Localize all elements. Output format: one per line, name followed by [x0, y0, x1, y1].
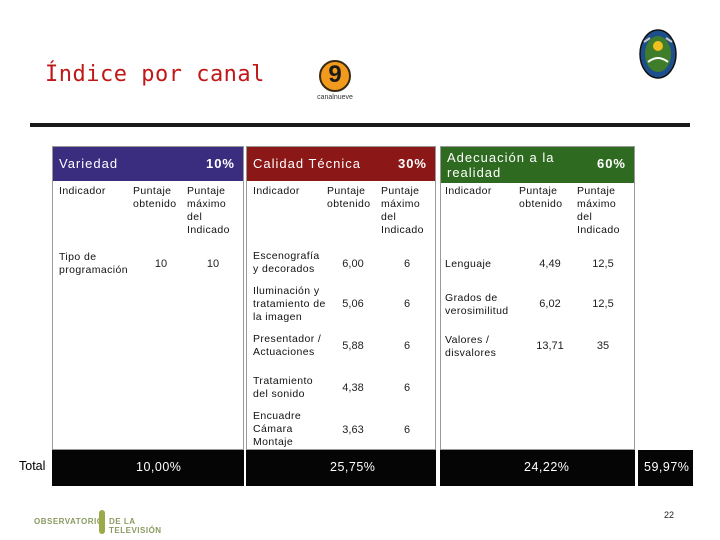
total-cell-adecuacion: 24,22% [440, 450, 635, 486]
card-weight: 10% [205, 156, 235, 171]
col-header-indicator: Indicador [445, 185, 492, 197]
card-weight: 60% [596, 156, 626, 171]
total-cell-calidad: 25,75% [246, 450, 436, 486]
page-number: 22 [664, 510, 675, 520]
logo-number: 9 [328, 61, 342, 88]
col-header-max: Puntaje máximo del Indicado [577, 185, 620, 236]
page-title: Índice por canal [45, 62, 265, 87]
row-indicator: Iluminación y tratamiento de la imagen [253, 285, 326, 323]
col-header-indicator: Indicador [253, 185, 300, 197]
row-max: 10 [206, 258, 220, 270]
logo-circle [319, 60, 351, 92]
row-obtained: 13,71 [536, 340, 564, 352]
row-max: 12,5 [592, 298, 614, 310]
card-variedad: Variedad 10% Indicador Puntaje obtenido … [52, 146, 244, 450]
total-cell-variedad: 10,00% [52, 450, 244, 486]
logo-text-left: OBSERVATORIO [34, 517, 104, 526]
row-obtained: 5,06 [342, 298, 364, 310]
col-header-indicator: Indicador [59, 185, 106, 197]
logo-bar-icon [99, 510, 105, 534]
col-header-max: Puntaje máximo del Indicado [381, 185, 424, 236]
card-header: Adecuación a la realidad 60% [441, 147, 634, 183]
row-obtained: 5,88 [342, 340, 364, 352]
row-obtained: 4,49 [539, 258, 561, 270]
header-divider [30, 123, 690, 127]
row-max: 35 [596, 340, 610, 352]
row-indicator: Escenografía y decorados [253, 250, 320, 275]
row-indicator: Tratamiento del sonido [253, 375, 314, 400]
row-max: 12,5 [592, 258, 614, 270]
row-indicator: Lenguaje [445, 258, 492, 270]
total-value: 10,00% [136, 460, 182, 474]
row-indicator: Tipo de programación [59, 251, 128, 276]
row-indicator: Valores / disvalores [445, 334, 497, 359]
total-value: 25,75% [330, 460, 376, 474]
row-max: 6 [403, 424, 411, 436]
row-max: 6 [403, 258, 411, 270]
province-seal-icon [639, 29, 677, 79]
card-title: Adecuación a la realidad [447, 150, 555, 180]
card-header: Calidad Técnica 30% [247, 147, 435, 181]
total-value: 24,22% [524, 460, 570, 474]
row-obtained: 10 [154, 258, 168, 270]
col-header-obtained: Puntaje obtenido [519, 185, 563, 210]
card-title: Variedad [59, 156, 119, 171]
grand-total-cell: 59,97% [638, 450, 693, 486]
card-header: Variedad 10% [53, 147, 243, 181]
col-header-obtained: Puntaje obtenido [327, 185, 371, 210]
logo-caption: canalnueve [317, 94, 353, 101]
card-weight: 30% [397, 156, 427, 171]
total-label: Total [17, 459, 48, 473]
row-obtained: 3,63 [342, 424, 364, 436]
logo-text-right: DE LA TELEVISIÓN [109, 517, 162, 535]
channel-9-logo: 9 canalnueve [313, 60, 357, 106]
card-calidad-tecnica: Calidad Técnica 30% Indicador Puntaje ob… [246, 146, 436, 450]
row-max: 6 [403, 382, 411, 394]
row-indicator: Presentador / Actuaciones [253, 333, 322, 358]
row-max: 6 [403, 340, 411, 352]
row-indicator: Encuadre Cámara Montaje [253, 410, 302, 448]
row-obtained: 6,02 [539, 298, 561, 310]
row-obtained: 4,38 [342, 382, 364, 394]
col-header-max: Puntaje máximo del Indicado [187, 185, 230, 236]
row-indicator: Grados de verosimilitud [445, 292, 509, 317]
grand-total-value: 59,97% [644, 460, 690, 474]
card-title: Calidad Técnica [253, 156, 361, 171]
row-obtained: 6,00 [342, 258, 364, 270]
row-max: 6 [403, 298, 411, 310]
col-header-obtained: Puntaje obtenido [133, 185, 177, 210]
card-adecuacion-realidad: Adecuación a la realidad 60% Indicador P… [440, 146, 635, 450]
